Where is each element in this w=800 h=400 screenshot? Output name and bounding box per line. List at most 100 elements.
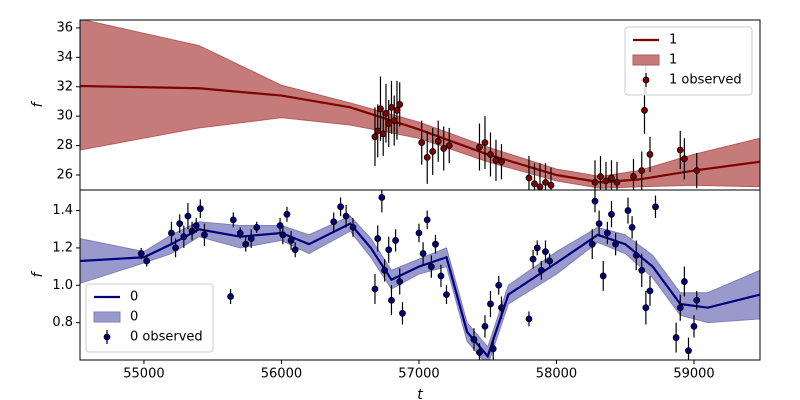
observed-point: [676, 304, 684, 312]
observed-point: [603, 229, 611, 237]
observed-point: [396, 278, 404, 285]
observed-point: [628, 223, 636, 231]
observed-point: [537, 266, 545, 274]
y-tick-label: 34: [56, 50, 73, 65]
legend-marker: [642, 76, 650, 84]
observed-point: [676, 146, 684, 154]
observed-point: [470, 336, 478, 343]
legend-box: [85, 283, 214, 353]
observed-point: [476, 143, 483, 151]
observed-point: [385, 120, 393, 127]
observed-point: [690, 322, 698, 330]
y-tick-label: 0.8: [52, 315, 73, 330]
y-tick-label: 30: [56, 109, 73, 124]
x-tick-label: 59000: [673, 367, 714, 382]
observed-point: [415, 229, 423, 237]
observed-point: [382, 109, 390, 117]
observed-point: [276, 222, 284, 229]
observed-point: [595, 220, 603, 228]
observed-point: [591, 178, 599, 186]
observed-point: [492, 156, 500, 164]
confidence-band: [80, 215, 760, 360]
observed-point: [685, 347, 692, 355]
observed-point: [612, 240, 620, 248]
observed-point: [247, 235, 255, 242]
observed-point: [242, 240, 250, 248]
legend-label: 1 observed: [669, 73, 742, 88]
observed-point: [379, 130, 387, 138]
observed-point: [434, 137, 442, 145]
observed-point: [392, 237, 399, 244]
observed-point: [388, 296, 395, 304]
observed-point: [533, 244, 541, 252]
observed-point: [641, 106, 648, 114]
observed-point: [443, 291, 450, 299]
observed-point: [630, 173, 637, 180]
observed-point: [399, 309, 406, 317]
observed-point: [342, 212, 350, 220]
observed-point: [143, 257, 151, 265]
x-tick-label: 57000: [398, 367, 439, 382]
observed-point: [287, 237, 295, 244]
observed-point: [192, 222, 200, 229]
observed-point: [646, 151, 654, 158]
observed-point: [693, 167, 701, 174]
observed-point: [381, 266, 388, 274]
observed-point: [680, 278, 688, 285]
observed-point: [253, 223, 261, 231]
observed-point: [229, 216, 237, 224]
observed-point: [137, 250, 145, 257]
observed-point: [599, 272, 607, 280]
observed-point: [176, 220, 184, 228]
observed-point: [638, 167, 646, 174]
observed-point: [337, 203, 344, 211]
observed-point: [525, 174, 533, 182]
observed-point: [427, 263, 435, 270]
observed-point: [481, 139, 489, 147]
observed-point: [613, 178, 621, 186]
observed-point: [680, 155, 688, 163]
observed-point: [432, 240, 439, 248]
legend-box: [624, 26, 753, 96]
observed-point: [487, 151, 494, 158]
observed-point: [371, 285, 379, 293]
y-tick-label: 1.4: [52, 203, 73, 218]
observed-point: [608, 174, 615, 182]
y-tick-label: 1.2: [52, 240, 73, 255]
observed-point: [291, 246, 299, 254]
observed-point: [632, 251, 640, 259]
observed-point: [525, 315, 533, 323]
observed-point: [542, 178, 549, 186]
x-tick-label: 55000: [123, 367, 164, 382]
observed-point: [495, 281, 503, 289]
observed-point: [536, 183, 544, 190]
legend-label: 1: [669, 33, 677, 48]
observed-point: [642, 304, 650, 312]
observed-point: [168, 229, 175, 237]
observed-point: [429, 148, 437, 155]
observed-point: [487, 300, 494, 308]
observed-point: [419, 250, 427, 257]
observed-point: [624, 207, 632, 214]
legend-label: 1: [669, 53, 677, 68]
observed-point: [489, 345, 497, 353]
observed-point: [437, 272, 445, 280]
observed-point: [330, 218, 338, 226]
panel: [80, 190, 760, 360]
observed-point: [349, 223, 357, 231]
y-tick-label: 36: [56, 20, 73, 35]
observed-point: [378, 194, 386, 201]
observed-point: [371, 133, 379, 141]
observed-point: [374, 127, 382, 135]
observed-point: [672, 334, 680, 341]
observed-point: [388, 103, 395, 111]
legend-label: 0: [130, 310, 138, 325]
observed-point: [279, 231, 287, 239]
observed-point: [440, 145, 448, 152]
y-tick-label: 26: [56, 168, 73, 183]
observed-point: [184, 212, 192, 220]
axes-frame: [79, 189, 761, 361]
observed-point: [423, 153, 431, 161]
legend: 0 0 0 observed: [85, 283, 214, 353]
